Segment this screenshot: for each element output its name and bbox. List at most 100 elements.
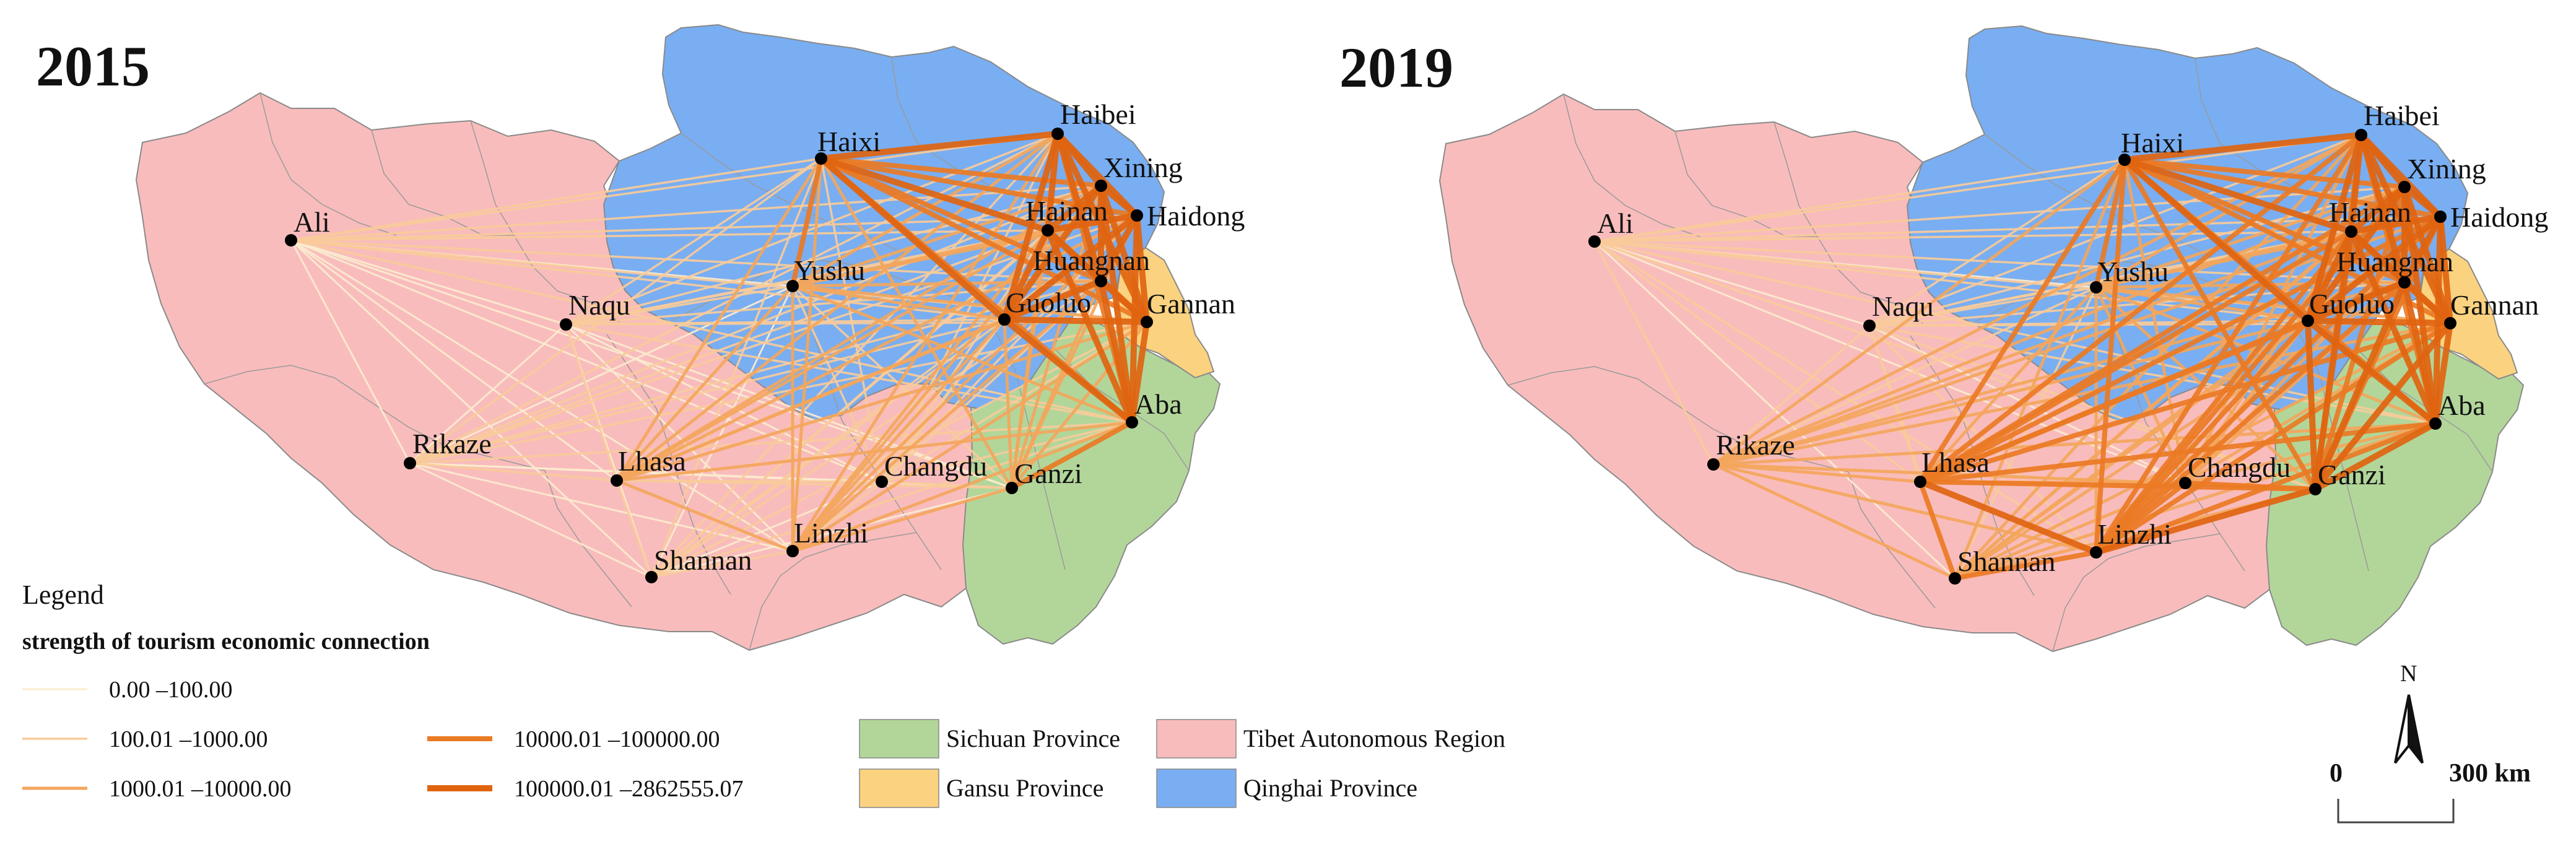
connection-line xyxy=(565,324,618,481)
city-point xyxy=(2429,417,2442,430)
city-label: Huangnan xyxy=(1033,245,1150,276)
connection-line xyxy=(2094,133,2364,554)
connection-line xyxy=(820,131,1058,162)
city-point xyxy=(2398,276,2411,289)
connection-line xyxy=(2305,214,2443,323)
connection-line xyxy=(616,133,1059,482)
connection-line xyxy=(1002,317,1134,425)
city-label: Naqu xyxy=(1872,290,1934,322)
connection-line xyxy=(2094,159,2127,288)
connection-line xyxy=(565,323,1133,424)
city-label: Lhasa xyxy=(1921,446,1990,478)
city-label: Yushu xyxy=(2097,256,2169,287)
connection-line xyxy=(2305,185,2408,323)
connection-line xyxy=(2123,157,2352,235)
connection-line xyxy=(2313,420,2437,492)
connection-line xyxy=(1868,324,2097,554)
legend-province-swatch xyxy=(859,719,939,759)
city-label: Guoluo xyxy=(2309,288,2395,320)
legend-province-swatch xyxy=(1156,768,1237,808)
legend-line-label: 0.00 –100.00 xyxy=(109,677,233,703)
connection-lines xyxy=(1593,132,2453,581)
connection-line xyxy=(2313,321,2453,492)
city-point xyxy=(2345,225,2357,238)
connection-line xyxy=(651,487,1012,578)
city-label: Changdu xyxy=(2188,451,2291,483)
connection-line xyxy=(2094,321,2452,555)
city-label: Shannan xyxy=(1957,546,2055,577)
connection-line xyxy=(1004,316,1147,325)
city-point xyxy=(404,457,416,469)
connection-line xyxy=(2305,134,2364,322)
city-point xyxy=(2179,477,2191,489)
city-point xyxy=(1863,320,1876,332)
city-label: Aba xyxy=(2438,389,2486,421)
connection-line xyxy=(1954,550,2097,581)
legend-line-label: 10000.01 –100000.00 xyxy=(514,726,720,752)
prefecture-boundary xyxy=(2108,304,2245,572)
connection-line xyxy=(1001,184,1104,321)
connection-line xyxy=(2123,157,2406,285)
connection-line xyxy=(1003,319,1014,489)
connection-line xyxy=(2122,158,2318,491)
connection-line xyxy=(792,284,1005,321)
city-point xyxy=(1131,209,1143,222)
connection-line xyxy=(290,239,1005,321)
connection-line xyxy=(881,421,1133,483)
connection-line xyxy=(1920,421,2436,484)
city-point xyxy=(2444,317,2456,329)
connection-line xyxy=(819,157,1014,489)
connection-line xyxy=(409,229,1048,464)
connection-line xyxy=(290,239,1102,282)
connection-line xyxy=(565,133,1058,326)
map-panel-2019: Haixi Haibei Xining Hainan Haidong Huangnan Yu… xyxy=(1339,25,2548,653)
city-point xyxy=(1914,476,1926,488)
connection-line xyxy=(651,550,793,578)
connection-line xyxy=(791,318,1006,552)
legend-line-label: 100.01 –1000.00 xyxy=(109,726,268,752)
connection-line xyxy=(2095,285,2308,323)
city-point xyxy=(1126,416,1138,429)
legend-subtitle: strength of tourism economic connection xyxy=(22,629,430,655)
city-label: Shannan xyxy=(654,544,752,576)
connection-line xyxy=(1919,479,2097,555)
city-point xyxy=(1949,572,1961,585)
connection-line xyxy=(1594,186,2405,243)
city-point xyxy=(998,313,1011,326)
connection-line xyxy=(1713,319,2308,466)
city-point xyxy=(1141,316,1153,328)
connection-line xyxy=(616,479,882,483)
connection-line xyxy=(1003,278,1102,323)
connection-line xyxy=(290,239,617,482)
connection-line xyxy=(616,320,1147,482)
connection-line xyxy=(290,239,1012,489)
connection-line xyxy=(1712,463,1956,580)
connection-line xyxy=(1001,228,1051,321)
connection-line xyxy=(409,421,1133,464)
connection-line xyxy=(792,284,1133,424)
city-label: Guoluo xyxy=(1006,287,1091,318)
city-point xyxy=(2398,181,2411,193)
connection-line xyxy=(409,323,567,464)
legend-province-swatch xyxy=(1156,719,1237,759)
connection-line xyxy=(1713,463,1921,484)
connection-line xyxy=(409,462,652,578)
city-point xyxy=(1006,482,1018,494)
connection-line xyxy=(2095,285,2436,425)
city-label: Xining xyxy=(1103,152,1183,183)
prefecture-boundary xyxy=(749,532,917,651)
city-label: Gannan xyxy=(2450,289,2539,321)
city-point xyxy=(1042,224,1054,237)
connection-line xyxy=(290,240,411,464)
map-panel-2015: Haixi Haibei Xining Hainan Haidong Huangnan Yu… xyxy=(36,24,1245,651)
connection-line xyxy=(791,158,823,552)
city-point xyxy=(2090,281,2102,294)
city-point xyxy=(2355,129,2367,141)
connection-line xyxy=(2185,422,2436,485)
connection-line xyxy=(1712,158,2126,466)
connection-line xyxy=(2401,186,2453,324)
city-point xyxy=(2118,154,2131,166)
connection-line xyxy=(2402,185,2443,219)
city-label: Gannan xyxy=(1147,288,1235,320)
connection-line xyxy=(1919,321,2452,484)
